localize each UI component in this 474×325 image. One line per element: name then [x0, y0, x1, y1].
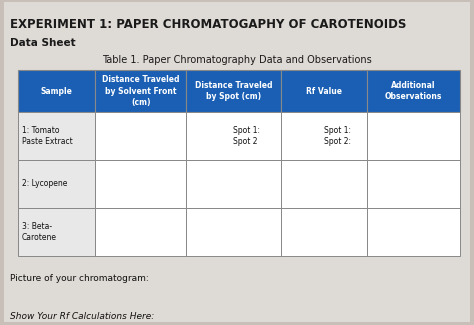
Bar	[367, 70, 460, 112]
Text: Distance Traveled
by Spot (cm): Distance Traveled by Spot (cm)	[195, 81, 272, 101]
Bar	[281, 70, 367, 112]
Text: Picture of your chromatogram:: Picture of your chromatogram:	[10, 274, 149, 283]
Bar	[95, 208, 186, 256]
Bar	[186, 112, 281, 160]
Bar	[18, 70, 95, 112]
Text: EXPERIMENT 1: PAPER CHROMATOGAPHY OF CAROTENOIDS: EXPERIMENT 1: PAPER CHROMATOGAPHY OF CAR…	[10, 18, 406, 31]
Bar	[367, 112, 460, 160]
Bar	[367, 160, 460, 208]
Bar	[281, 208, 367, 256]
Bar	[186, 208, 281, 256]
Bar	[18, 160, 95, 208]
Text: 1: Tomato
Paste Extract: 1: Tomato Paste Extract	[22, 125, 73, 146]
Text: Show Your Rf Calculations Here:: Show Your Rf Calculations Here:	[10, 312, 154, 321]
Bar	[186, 160, 281, 208]
Bar	[18, 208, 95, 256]
Text: Rf Value: Rf Value	[306, 86, 342, 96]
Bar	[18, 112, 95, 160]
Text: Additional
Observations: Additional Observations	[385, 81, 442, 101]
Text: Sample: Sample	[41, 86, 73, 96]
Text: Spot 1:
Spot 2: Spot 1: Spot 2	[234, 125, 261, 146]
Text: 2: Lycopene: 2: Lycopene	[22, 179, 67, 188]
Bar	[95, 70, 186, 112]
Text: Table 1. Paper Chromatography Data and Observations: Table 1. Paper Chromatography Data and O…	[102, 55, 372, 65]
Text: 3: Beta-
Carotene: 3: Beta- Carotene	[22, 222, 57, 242]
Bar	[95, 112, 186, 160]
Bar	[367, 208, 460, 256]
Text: Spot 1:
Spot 2:: Spot 1: Spot 2:	[324, 125, 351, 146]
Bar	[95, 160, 186, 208]
Bar	[281, 160, 367, 208]
Text: Distance Traveled
by Solvent Front
(cm): Distance Traveled by Solvent Front (cm)	[102, 75, 179, 107]
Bar	[281, 112, 367, 160]
Bar	[186, 70, 281, 112]
Text: Data Sheet: Data Sheet	[10, 38, 76, 48]
